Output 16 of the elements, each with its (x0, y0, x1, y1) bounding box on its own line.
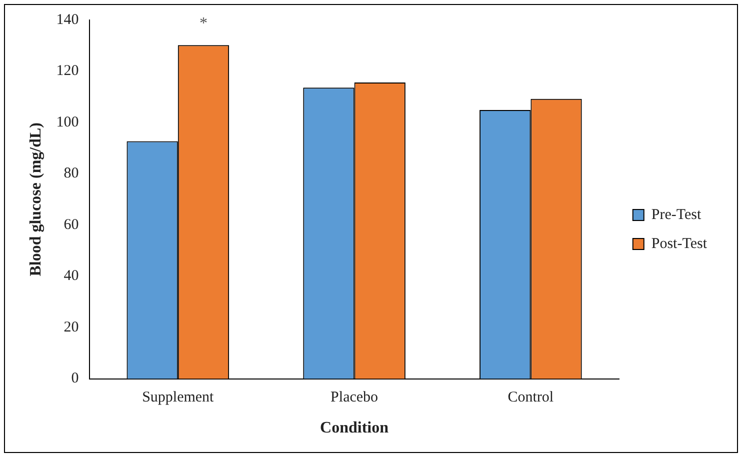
y-tick-label: 40 (64, 268, 79, 284)
x-tick-label: Placebo (330, 390, 378, 406)
y-tick-label: 100 (56, 114, 79, 130)
x-axis-title: Condition (320, 420, 389, 437)
y-tick-label: 60 (64, 216, 79, 233)
y-tick-label: 20 (64, 319, 79, 336)
y-tick-label: 0 (71, 370, 79, 387)
x-tick-label: Control (508, 390, 554, 406)
legend-label: Pre-Test (651, 206, 702, 223)
x-tick-label: Supplement (142, 390, 215, 406)
y-tick-label: 80 (64, 166, 79, 182)
legend-label: Post-Test (651, 236, 708, 252)
y-tick-label: 140 (56, 12, 79, 28)
annotation: * (199, 15, 208, 32)
y-tick-label: 120 (56, 63, 79, 80)
y-axis-title: Blood glucose (mg/dL) (28, 122, 45, 276)
